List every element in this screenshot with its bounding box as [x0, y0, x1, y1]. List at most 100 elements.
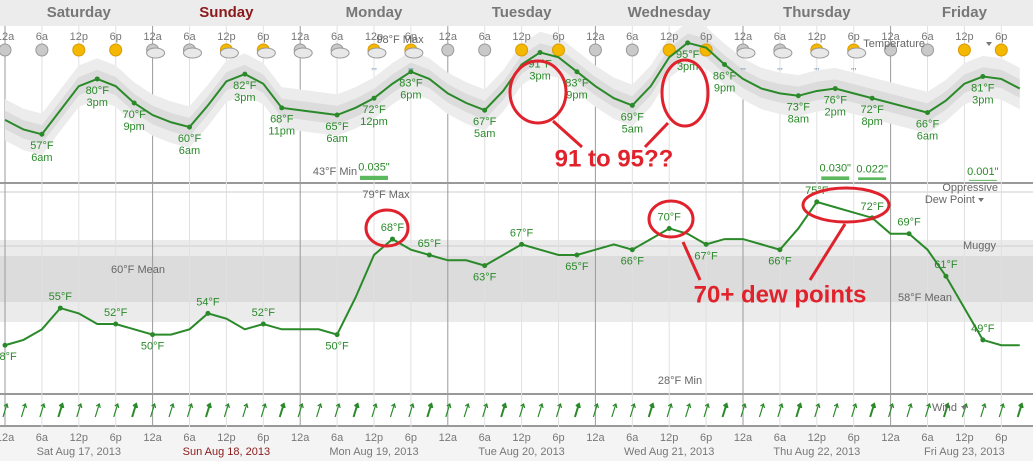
dropdown-arrow[interactable] — [961, 406, 967, 410]
wind-arrow — [76, 403, 83, 418]
value-label: 65°F — [565, 261, 589, 273]
callout-text: 70+ dew points — [694, 281, 867, 308]
value-label: 65°F — [418, 238, 442, 250]
time-label: 6a — [36, 31, 49, 43]
cloud-icon — [404, 47, 424, 59]
sun-icon — [109, 43, 123, 57]
temperature-band — [5, 33, 1020, 144]
wind-arrow — [998, 403, 1005, 418]
data-point — [685, 40, 691, 46]
day-name: Saturday — [47, 4, 112, 21]
wind-arrow — [740, 403, 747, 418]
time-label: 12a — [734, 432, 753, 444]
data-point — [279, 105, 285, 111]
wind-arrow — [297, 403, 304, 418]
cloud-icon — [330, 47, 350, 59]
data-point — [205, 310, 211, 316]
data-point — [629, 247, 635, 253]
date-label: Wed Aug 21, 2013 — [624, 446, 714, 458]
time-label: 6am — [326, 133, 347, 145]
value-label: 67°F — [694, 250, 718, 262]
time-label: 6p — [552, 432, 564, 444]
dropdown-arrow[interactable] — [986, 42, 992, 46]
data-point — [482, 263, 488, 269]
precip-label: 0.035" — [358, 162, 390, 174]
time-label: 12a — [734, 31, 753, 43]
wind-arrow — [57, 402, 65, 418]
data-point — [2, 342, 8, 348]
value-label: 80°F — [86, 85, 110, 97]
time-label: 6a — [183, 432, 196, 444]
value-label: 54°F — [196, 296, 220, 308]
time-label: 12a — [439, 31, 458, 43]
wind-arrow — [482, 403, 489, 418]
data-point — [39, 131, 45, 137]
moon-icon — [0, 43, 12, 57]
value-label: 65°F — [325, 121, 349, 133]
value-label: 69°F — [621, 111, 645, 123]
date-label: Fri Aug 23, 2013 — [924, 446, 1005, 458]
wind-arrow — [316, 403, 323, 418]
time-label: 12a — [881, 31, 900, 43]
time-label: 5am — [622, 123, 643, 135]
value-label: 66°F — [621, 256, 645, 268]
time-label: 6a — [479, 31, 492, 43]
value-label: 48°F — [0, 351, 17, 363]
temp-max: 98°F Max — [376, 34, 424, 46]
wind-arrow — [131, 402, 139, 418]
wind-arrow — [408, 403, 415, 418]
wind-arrow — [758, 403, 766, 418]
time-label: 12a — [291, 432, 310, 444]
data-point — [408, 69, 414, 75]
wind-arrow — [629, 403, 636, 418]
muggy-label: Muggy — [963, 240, 997, 252]
value-label: 70°F — [122, 109, 146, 121]
data-point — [426, 252, 432, 258]
wind-arrow — [666, 403, 673, 418]
data-point — [980, 74, 986, 80]
data-point — [482, 107, 488, 113]
precip-bar — [858, 177, 887, 180]
time-label: 6a — [331, 432, 344, 444]
data-point — [537, 49, 543, 55]
value-label: 76°F — [824, 94, 848, 106]
wind-arrow — [334, 403, 341, 418]
data-point — [574, 252, 580, 258]
cloud-icon — [219, 47, 239, 59]
time-label: 6p — [848, 31, 860, 43]
time-label: 9pm — [566, 90, 587, 102]
data-point — [666, 225, 672, 231]
wind-arrow — [537, 403, 544, 418]
time-label: 12a — [439, 432, 458, 444]
wind-arrow — [352, 402, 360, 418]
wind-arrow — [888, 403, 895, 418]
cloud-icon — [847, 47, 867, 59]
data-point — [150, 332, 156, 338]
time-label: 9pm — [714, 82, 735, 94]
value-label: 50°F — [325, 341, 349, 353]
wind-arrow — [223, 403, 230, 418]
data-point — [906, 231, 912, 237]
cloud-icon — [256, 47, 276, 59]
value-label: 72°F — [860, 104, 884, 116]
callout-circle — [364, 208, 410, 248]
callouts — [364, 58, 891, 281]
data-point — [131, 100, 137, 106]
time-label: 6am — [917, 131, 938, 143]
time-label: 12a — [0, 432, 15, 444]
cloud-icon — [773, 47, 793, 59]
wind-arrow — [150, 403, 157, 418]
time-label: 12a — [291, 31, 310, 43]
data-point — [113, 321, 119, 327]
temperature-bands — [5, 22, 1020, 155]
cloud-icon — [810, 47, 830, 59]
callout-circle — [801, 186, 891, 224]
time-label: 8pm — [861, 116, 882, 128]
rain-icon: ’’’ — [814, 66, 820, 76]
wind-arrow — [426, 402, 434, 418]
data-line — [4, 200, 1020, 347]
time-label: 3pm — [87, 97, 108, 109]
dropdown-arrow[interactable] — [978, 198, 984, 202]
time-label: 6p — [405, 432, 417, 444]
data-point — [334, 332, 340, 338]
